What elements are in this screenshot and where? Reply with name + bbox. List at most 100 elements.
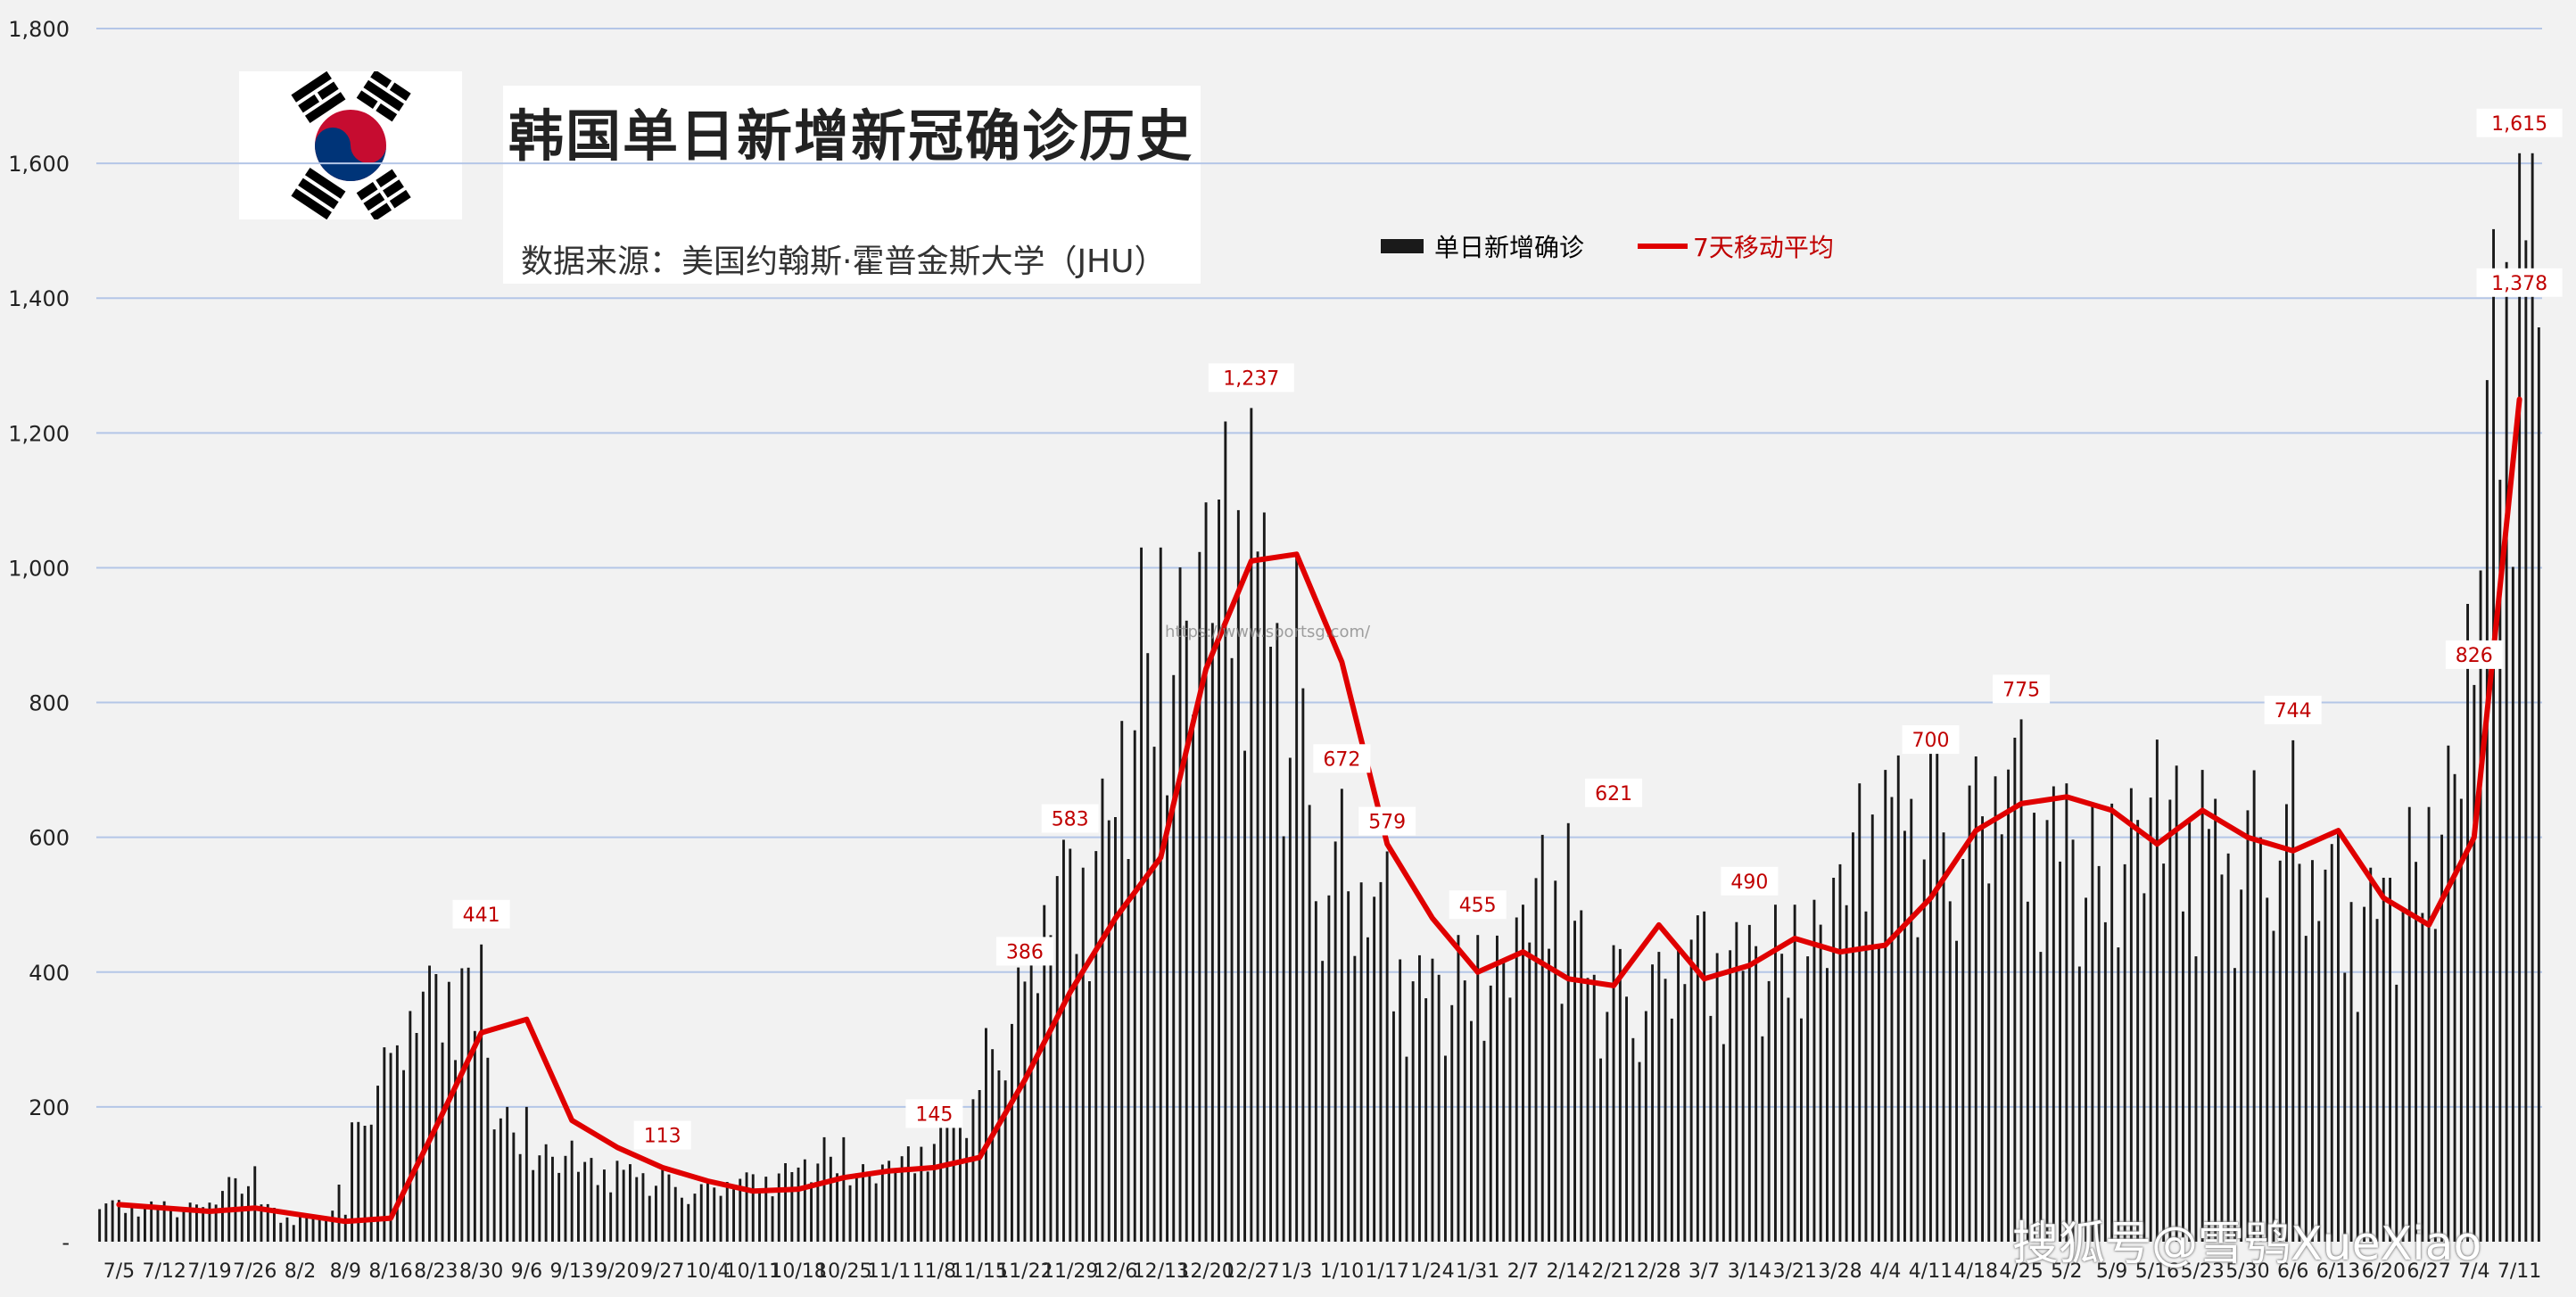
x-tick-label: 7/5 [103, 1260, 135, 1283]
daily-case-bar [1127, 859, 1130, 1242]
daily-case-bar [985, 1028, 987, 1242]
daily-case-bar [1185, 620, 1188, 1242]
daily-case-bar [480, 944, 483, 1242]
daily-case-bar [583, 1161, 587, 1242]
daily-case-bar [1566, 822, 1570, 1242]
daily-case-bar [1236, 509, 1240, 1242]
data-label-bg [1041, 804, 1099, 833]
daily-case-bar [466, 967, 470, 1242]
korea-flag-icon [239, 70, 462, 221]
daily-case-bar [473, 1030, 476, 1242]
data-label: 455 [1459, 895, 1497, 917]
daily-case-bar [2343, 972, 2347, 1242]
daily-case-bar [1075, 954, 1078, 1242]
daily-case-bar [2485, 380, 2489, 1243]
daily-case-bar [1489, 985, 1492, 1242]
x-tick-label: 5/23 [2180, 1260, 2224, 1283]
x-tick-label: 9/13 [549, 1260, 593, 1283]
daily-case-bar [2363, 906, 2365, 1242]
daily-case-bar [331, 1210, 334, 1242]
daily-case-bar [1210, 623, 1214, 1242]
daily-case-bar [2059, 861, 2061, 1242]
x-tick-label: 8/2 [285, 1260, 316, 1283]
daily-case-bar [299, 1214, 301, 1242]
legend-moving-average: 7天移动平均 [1638, 228, 1834, 264]
daily-case-bar [1606, 1012, 1609, 1242]
daily-case-bar [590, 1158, 593, 1242]
daily-case-bar [1288, 757, 1292, 1242]
daily-case-bar [124, 1212, 128, 1242]
daily-case-bar [524, 1106, 528, 1242]
daily-case-bar [1508, 997, 1512, 1242]
daily-case-bar [1023, 981, 1027, 1242]
daily-case-bar [1599, 1058, 1602, 1242]
y-tick-label: 200 [29, 1095, 70, 1120]
daily-case-bar [2311, 860, 2314, 1242]
x-tick-label: 12/13 [1133, 1260, 1189, 1283]
daily-case-bar [1845, 905, 1848, 1242]
x-tick-label: 3/28 [1818, 1260, 1862, 1283]
daily-case-bar [1522, 905, 1524, 1242]
daily-case-bar [2246, 810, 2250, 1242]
daily-case-bar [130, 1204, 134, 1242]
daily-case-bar [1838, 863, 1842, 1242]
daily-case-bar [1159, 547, 1162, 1242]
daily-case-bar [2440, 834, 2443, 1242]
moving-average-line [116, 396, 2522, 1225]
x-tick-label: 4/11 [1909, 1260, 1953, 1283]
y-tick-label: 1,600 [8, 152, 70, 177]
y-tick-label: 1,400 [8, 286, 70, 311]
daily-case-bar [395, 1045, 399, 1242]
daily-case-bar [1424, 998, 1428, 1242]
daily-case-bar [538, 1155, 541, 1242]
daily-case-bar [1262, 512, 1266, 1242]
data-label: 113 [644, 1126, 681, 1148]
daily-case-bar [1062, 839, 1065, 1242]
daily-case-bar [253, 1166, 257, 1242]
daily-case-bar [1094, 851, 1098, 1242]
daily-case-bar [2085, 897, 2087, 1242]
daily-case-bar [687, 1203, 690, 1242]
daily-case-bar [2317, 921, 2321, 1242]
daily-case-bar [1321, 961, 1325, 1242]
daily-case-bar [1974, 756, 1977, 1242]
moving-average-series [116, 396, 2522, 1225]
daily-case-bar [1929, 749, 1932, 1242]
daily-case-bar [1515, 917, 1518, 1242]
data-label: 775 [2002, 679, 2040, 701]
daily-case-bar [1256, 551, 1259, 1242]
daily-case-bar [266, 1203, 269, 1242]
daily-case-bar [1864, 911, 1868, 1242]
data-label-bg [1208, 363, 1294, 392]
daily-case-bar [162, 1201, 166, 1242]
data-label: 826 [2456, 645, 2493, 667]
daily-case-bar [2324, 869, 2327, 1242]
daily-case-bar [343, 1214, 347, 1242]
daily-case-bar [1133, 730, 1136, 1242]
daily-case-bar [2110, 803, 2114, 1242]
daily-case-bar [706, 1181, 709, 1242]
daily-case-bar [492, 1129, 496, 1242]
daily-case-bar [880, 1164, 884, 1242]
daily-case-bar [1482, 1040, 1486, 1242]
daily-case-bar [2200, 770, 2204, 1242]
data-label: 441 [463, 905, 500, 927]
daily-case-bar [629, 1164, 632, 1242]
x-tick-label: 11/1 [867, 1260, 911, 1283]
data-label: 744 [2275, 700, 2312, 723]
daily-case-bar [2479, 570, 2482, 1242]
daily-case-bar [570, 1140, 574, 1242]
data-label: 579 [1368, 812, 1406, 834]
daily-case-bar [311, 1214, 315, 1242]
daily-case-bar [2389, 878, 2391, 1242]
x-tick-label: 1/3 [1281, 1260, 1312, 1283]
daily-case-bar [1651, 964, 1654, 1242]
daily-case-bar [1696, 915, 1699, 1242]
daily-case-bar [790, 1172, 794, 1242]
daily-case-bar [415, 1033, 418, 1242]
daily-case-bar [1166, 795, 1168, 1242]
daily-case-bar [1088, 981, 1091, 1242]
daily-case-bar [622, 1169, 625, 1242]
daily-case-bar [1152, 747, 1156, 1242]
x-tick-label: 6/6 [2277, 1260, 2308, 1283]
